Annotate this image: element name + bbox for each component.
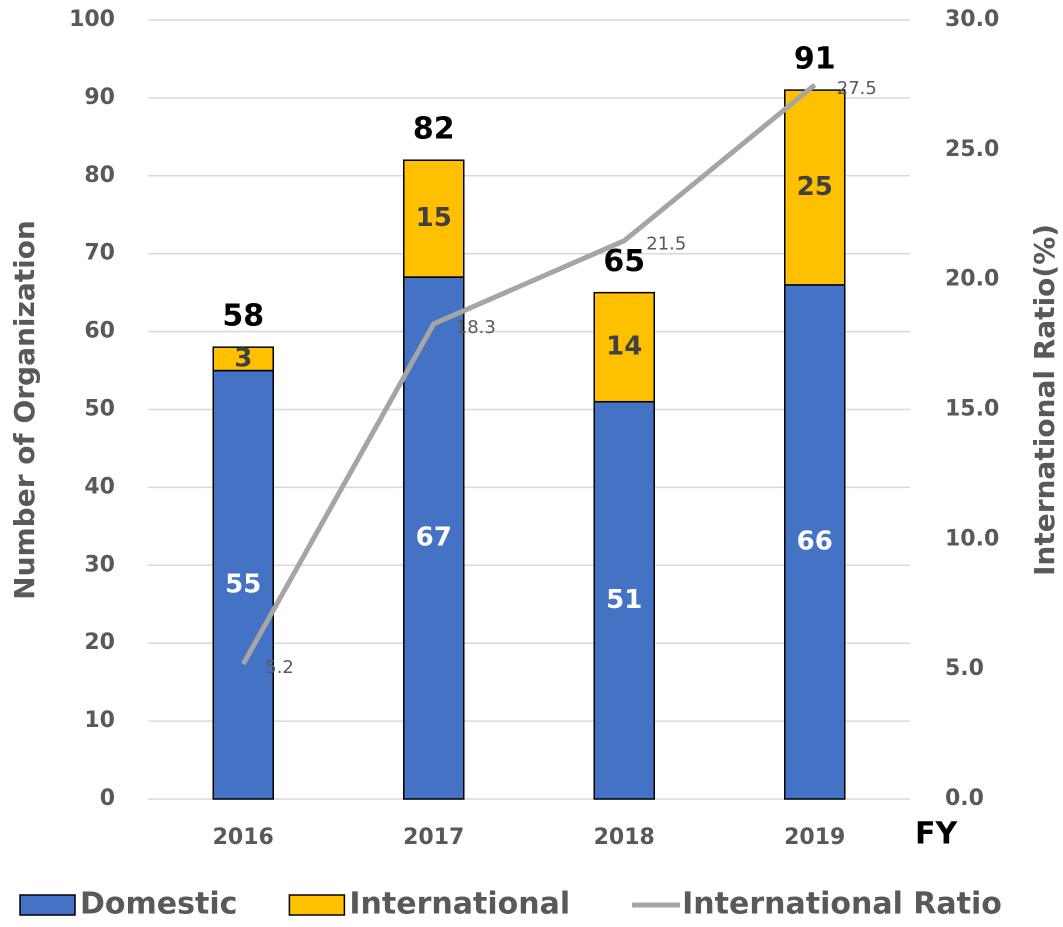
y2-tick-label: 15.0 [945, 397, 999, 422]
y-tick-label: 50 [84, 397, 115, 422]
y-tick-label: 80 [84, 163, 115, 188]
y-tick-label: 10 [84, 708, 115, 733]
bar [784, 89, 846, 286]
legend-label: International [349, 887, 570, 922]
bar-label: 3 [234, 343, 252, 373]
line-label: 27.5 [837, 78, 877, 99]
bar-label: 25 [797, 172, 833, 202]
y2-tick-label: 10.0 [945, 526, 999, 551]
total-label: 82 [413, 112, 455, 147]
line-label: 18.3 [456, 317, 496, 338]
bar-label: 15 [416, 203, 452, 233]
y-tick-label: 100 [69, 7, 115, 32]
legend-label: Domestic [80, 887, 237, 922]
x-tick-label: 2016 [213, 825, 274, 850]
y-tick-label: 20 [84, 630, 115, 655]
bar [593, 291, 655, 403]
bar [212, 369, 274, 800]
y-tick-label: 40 [84, 474, 115, 499]
y2-tick-label: 25.0 [945, 137, 999, 162]
legend-label: International Ratio [682, 887, 1002, 922]
line [241, 82, 817, 666]
bar-label: 51 [606, 585, 642, 615]
total-label: 65 [603, 244, 645, 279]
bar [403, 276, 465, 800]
total-label: 91 [794, 42, 836, 77]
y-axis-title: Number of Organization [8, 220, 41, 600]
y-tick-label: 60 [84, 319, 115, 344]
y-tick-label: 30 [84, 552, 115, 577]
bar [784, 284, 846, 800]
x-axis-title: FY [915, 817, 958, 852]
y2-tick-label: 5.0 [945, 656, 984, 681]
x-tick-label: 2019 [784, 825, 845, 850]
y2-axis-title: International Ratio(%) [1028, 224, 1061, 576]
y2-tick-label: 0.0 [945, 786, 984, 811]
y-tick-label: 0 [100, 786, 115, 811]
bar-label: 14 [606, 332, 642, 362]
y-tick-label: 90 [84, 85, 115, 110]
legend-swatch [288, 894, 346, 916]
y2-tick-label: 30.0 [945, 7, 999, 32]
bar-label: 55 [225, 569, 261, 599]
x-tick-label: 2018 [594, 825, 655, 850]
line-label: 5.2 [265, 657, 294, 678]
bar [403, 159, 465, 278]
bar-label: 66 [797, 526, 833, 556]
y-tick-label: 70 [84, 241, 115, 266]
x-tick-label: 2017 [403, 825, 464, 850]
bar-label: 67 [416, 523, 452, 553]
total-label: 58 [222, 299, 264, 334]
bar [212, 346, 274, 372]
legend-swatch [19, 894, 76, 916]
y2-tick-label: 20.0 [945, 267, 999, 292]
line-label: 21.5 [646, 234, 686, 255]
bar [593, 400, 655, 800]
